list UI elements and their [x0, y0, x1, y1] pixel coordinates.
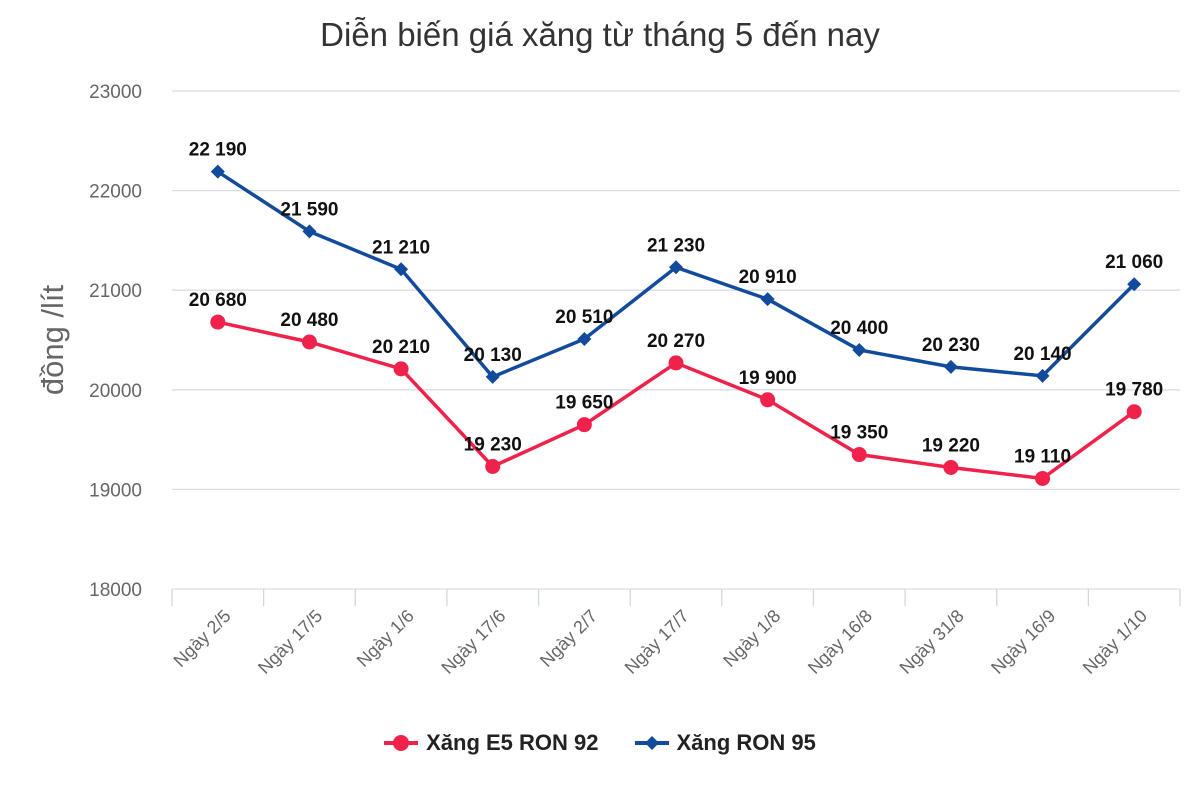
- data-point: [852, 342, 867, 357]
- data-label: 19 220: [922, 435, 980, 456]
- data-label: 20 270: [647, 331, 705, 352]
- data-label: 21 590: [280, 199, 338, 220]
- data-point: [485, 458, 501, 474]
- data-label: 19 780: [1105, 380, 1163, 401]
- data-point: [851, 447, 867, 463]
- y-tick-label: 22000: [89, 182, 142, 203]
- data-label: 20 910: [739, 267, 797, 288]
- y-axis-label: đồng /lít: [35, 284, 70, 395]
- data-label: 20 130: [464, 345, 522, 366]
- data-point: [760, 292, 775, 307]
- legend-label: Xăng E5 RON 92: [426, 730, 599, 755]
- data-label: 20 680: [189, 290, 247, 311]
- data-point: [668, 355, 684, 371]
- data-point: [669, 260, 683, 275]
- data-point: [210, 314, 226, 330]
- x-tick-label: Ngày 17/7: [621, 606, 693, 678]
- circle-marker-icon: [384, 735, 419, 751]
- x-tick-label: Ngày 1/6: [353, 606, 418, 671]
- y-tick-label: 21000: [89, 281, 142, 302]
- data-point: [210, 164, 225, 179]
- data-point: [576, 417, 592, 433]
- data-label: 19 650: [555, 393, 613, 414]
- x-tick-label: Ngày 16/8: [804, 606, 876, 678]
- y-tick-label: 18000: [89, 580, 142, 601]
- data-label: 20 210: [372, 337, 430, 358]
- data-label: 19 230: [464, 434, 522, 455]
- data-point: [1035, 368, 1050, 383]
- data-label: 20 230: [922, 335, 980, 356]
- chart-title: Diễn biến giá xăng từ tháng 5 đến nay: [320, 16, 880, 53]
- x-tick-label: Ngày 2/5: [170, 606, 235, 671]
- x-tick-label: Ngày 17/5: [254, 606, 326, 678]
- x-tick-label: Ngày 1/10: [1079, 606, 1151, 678]
- x-tick-label: Ngày 2/7: [536, 606, 601, 671]
- data-label: 19 350: [830, 423, 888, 444]
- data-point: [577, 332, 592, 347]
- data-label: 20 510: [555, 307, 613, 328]
- y-tick-label: 20000: [89, 381, 142, 402]
- data-point: [943, 459, 959, 475]
- data-point: [1035, 470, 1051, 486]
- data-point: [943, 359, 958, 374]
- data-point: [394, 262, 409, 277]
- data-point: [485, 369, 500, 384]
- data-label: 21 060: [1105, 252, 1163, 273]
- data-label: 19 900: [739, 368, 797, 389]
- data-point: [1127, 277, 1142, 292]
- y-tick-label: 23000: [89, 82, 142, 103]
- x-tick-label: Ngày 1/8: [719, 606, 784, 671]
- data-label: 19 110: [1014, 446, 1071, 467]
- data-point: [302, 224, 317, 239]
- legend: Xăng E5 RON 92 Xăng RON 95: [0, 730, 1200, 756]
- legend-label: Xăng RON 95: [676, 730, 816, 755]
- data-point: [393, 361, 409, 377]
- data-label: 21 210: [372, 237, 430, 258]
- legend-item-e5[interactable]: Xăng E5 RON 92: [384, 730, 599, 756]
- data-label: 20 480: [280, 310, 338, 331]
- legend-item-ron95[interactable]: Xăng RON 95: [634, 730, 816, 756]
- data-label: 20 140: [1013, 344, 1071, 365]
- data-label: 20 400: [830, 318, 888, 339]
- data-point: [760, 392, 776, 408]
- data-label: 22 190: [189, 140, 247, 161]
- x-tick-label: Ngày 31/8: [896, 606, 968, 678]
- y-tick-label: 19000: [89, 480, 142, 501]
- data-point: [301, 334, 317, 350]
- data-label: 21 230: [647, 235, 705, 256]
- x-tick-label: Ngày 17/6: [437, 606, 509, 678]
- diamond-marker-icon: [634, 736, 669, 750]
- data-point: [1126, 404, 1142, 420]
- x-tick-label: Ngày 16/9: [987, 606, 1059, 678]
